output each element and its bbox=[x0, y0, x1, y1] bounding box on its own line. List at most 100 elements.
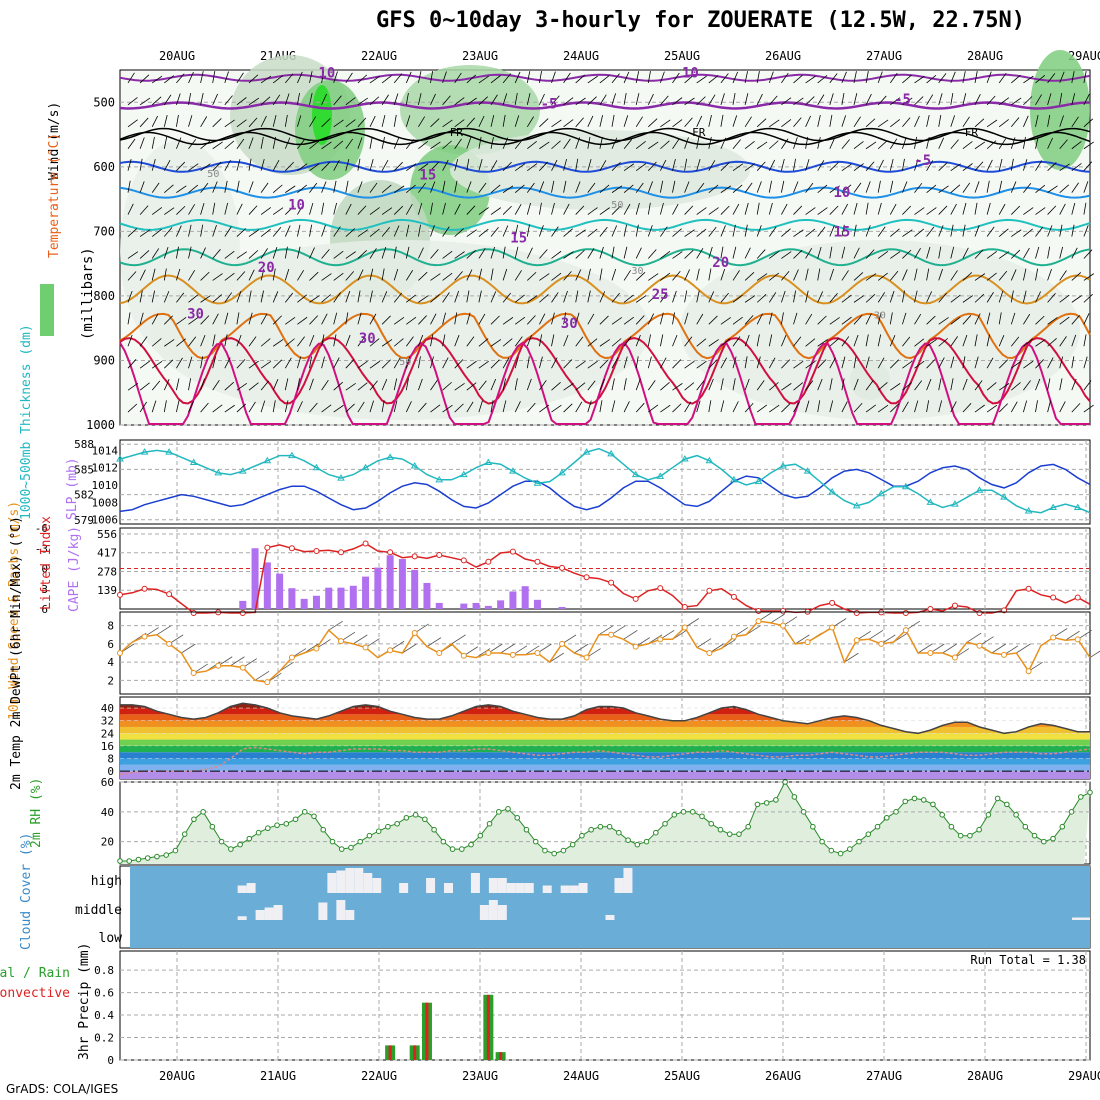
wind-barb bbox=[986, 357, 994, 369]
wind-barb bbox=[1059, 224, 1063, 237]
isotherm-line bbox=[119, 101, 1091, 110]
cloud-box bbox=[354, 868, 364, 893]
wind-barb bbox=[660, 119, 671, 128]
rh-marker bbox=[1004, 801, 1010, 808]
rh-marker bbox=[126, 858, 133, 864]
wind-barb bbox=[1023, 247, 1030, 259]
wind-barb bbox=[708, 226, 717, 237]
wind-barb bbox=[962, 182, 971, 193]
wind-barb bbox=[817, 136, 821, 149]
wind-barb bbox=[514, 336, 523, 347]
wind-barb bbox=[696, 400, 701, 413]
wind-barb bbox=[563, 203, 570, 215]
wind-barb bbox=[539, 294, 549, 303]
wind-barb bbox=[127, 334, 133, 347]
wind-barb bbox=[272, 207, 284, 215]
wind-barb bbox=[793, 229, 804, 237]
wind-barb bbox=[756, 225, 762, 237]
wind-barb bbox=[1035, 136, 1039, 149]
wind-barb bbox=[212, 71, 216, 83]
wind-barb bbox=[418, 402, 427, 413]
wind-barb bbox=[1023, 75, 1034, 84]
wind-barb bbox=[793, 97, 804, 106]
cloud-box bbox=[246, 883, 256, 893]
wind-barb bbox=[672, 383, 683, 391]
wind-barb bbox=[672, 251, 683, 259]
wind-barb bbox=[575, 137, 581, 149]
wind-barb bbox=[647, 93, 654, 106]
wind-barb bbox=[139, 360, 150, 369]
wind-barb bbox=[889, 312, 893, 325]
wind-barb bbox=[248, 336, 257, 347]
wind-barb bbox=[684, 137, 689, 149]
day-label-top: 23AUG bbox=[462, 49, 498, 63]
wind-barb bbox=[865, 404, 877, 413]
wind-barb bbox=[587, 115, 594, 127]
wind-barb bbox=[708, 359, 718, 369]
wind-barb bbox=[598, 625, 614, 636]
wind-barb bbox=[986, 140, 997, 150]
wind-barb bbox=[188, 184, 199, 193]
wind-barb bbox=[575, 229, 586, 237]
wind-barb bbox=[139, 74, 150, 84]
wind-barb bbox=[405, 270, 413, 281]
wind-barb bbox=[817, 291, 824, 303]
cloud-box bbox=[273, 905, 283, 920]
wind-barb bbox=[962, 116, 970, 128]
wind-barb bbox=[272, 159, 280, 171]
wind-barb bbox=[793, 382, 804, 391]
wind-barb bbox=[817, 94, 825, 106]
rh-marker bbox=[810, 823, 816, 830]
isotherm-label: -5 bbox=[914, 153, 931, 169]
wind-barb bbox=[1035, 94, 1042, 106]
wind-barb bbox=[224, 404, 235, 413]
wind-barb bbox=[176, 246, 179, 259]
wind-barb bbox=[466, 229, 477, 237]
wind-barb bbox=[381, 94, 389, 106]
wind-speed-line-marker bbox=[411, 629, 418, 636]
wind-barb bbox=[672, 359, 682, 369]
wind-barb bbox=[466, 360, 477, 369]
wind-barb bbox=[1059, 115, 1064, 127]
cape-bar bbox=[509, 591, 517, 609]
wind-barb bbox=[635, 116, 643, 128]
wind-barb bbox=[393, 268, 399, 281]
wind-barb bbox=[817, 400, 821, 413]
wind-barb bbox=[539, 93, 545, 106]
rh-marker bbox=[883, 814, 890, 821]
wind-barb bbox=[720, 268, 726, 281]
ytick-left: 588 bbox=[74, 438, 94, 451]
wind-barb bbox=[1010, 158, 1014, 171]
wind-barb bbox=[393, 137, 400, 149]
wind-barb bbox=[272, 136, 277, 149]
ylabel-thickness: 1000~500mb Thickness (dm) bbox=[19, 324, 34, 520]
wind-barb bbox=[454, 138, 462, 149]
wind-barb bbox=[684, 382, 695, 391]
wind-barb bbox=[454, 271, 463, 281]
rh-marker bbox=[311, 813, 317, 820]
wind-barb bbox=[478, 268, 483, 281]
wind-barb bbox=[902, 336, 911, 347]
temp-band bbox=[120, 764, 1090, 772]
rh-marker bbox=[597, 823, 604, 830]
ytick-left: 0 bbox=[41, 563, 48, 576]
wind-barb bbox=[696, 207, 707, 215]
wind-barb bbox=[1083, 118, 1094, 128]
wind-barb bbox=[647, 380, 656, 391]
li-line-marker bbox=[902, 610, 909, 617]
wind-barb bbox=[200, 93, 204, 105]
wind-barb bbox=[962, 202, 967, 215]
wind-barb bbox=[1065, 630, 1080, 641]
wind-barb bbox=[139, 117, 149, 128]
cloud-box bbox=[237, 916, 247, 920]
wind-barb bbox=[418, 93, 422, 105]
day-label-bottom: 20AUG bbox=[159, 1069, 195, 1083]
wind-barb bbox=[285, 205, 295, 215]
wind-barb bbox=[369, 207, 380, 215]
wind-barb bbox=[974, 334, 978, 347]
rh-marker bbox=[228, 846, 234, 852]
wind-barb bbox=[599, 315, 609, 325]
wind-barb bbox=[1071, 295, 1082, 303]
wind-barb bbox=[345, 97, 356, 106]
